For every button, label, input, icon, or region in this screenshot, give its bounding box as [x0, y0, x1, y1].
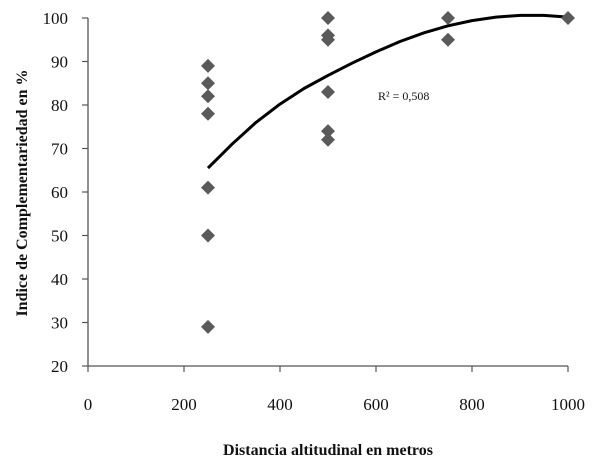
data-point	[201, 106, 215, 121]
y-tick-label: 70	[51, 140, 68, 159]
x-tick-label: 1000	[551, 395, 585, 414]
data-points	[201, 11, 575, 334]
r-squared-annotation: R² = 0,508	[378, 89, 429, 103]
data-point	[321, 11, 335, 25]
data-point	[321, 132, 335, 147]
data-point	[321, 124, 335, 139]
x-tick-label: 600	[363, 395, 389, 414]
data-point	[321, 32, 335, 47]
data-point	[201, 58, 215, 73]
x-tick-label: 800	[459, 395, 485, 414]
x-tick-label: 400	[267, 395, 293, 414]
y-tick-label: 60	[51, 183, 68, 202]
y-tick-label: 80	[51, 96, 68, 115]
x-tick-label: 0	[84, 395, 93, 414]
y-tick-label: 30	[51, 314, 68, 333]
x-tick-label: 200	[171, 395, 197, 414]
data-point	[201, 319, 215, 334]
data-point	[441, 11, 455, 25]
y-axis-title: Indice de Complementariedad en %	[14, 69, 31, 316]
x-axis-title: Distancia altitudinal en metros	[223, 442, 433, 459]
y-tick-label: 50	[51, 227, 68, 246]
y-tick-label: 40	[51, 270, 68, 289]
data-point	[201, 89, 215, 104]
data-point	[201, 76, 215, 91]
trendline-group	[206, 13, 569, 170]
y-tick-label: 20	[51, 357, 68, 376]
data-point	[561, 11, 575, 25]
trendline	[206, 13, 569, 170]
data-point	[321, 84, 335, 99]
y-tick-label: 90	[51, 53, 68, 72]
axes	[82, 17, 569, 372]
data-point	[441, 32, 455, 47]
data-point	[201, 180, 215, 195]
data-point	[201, 228, 215, 243]
y-tick-label: 100	[43, 9, 69, 28]
